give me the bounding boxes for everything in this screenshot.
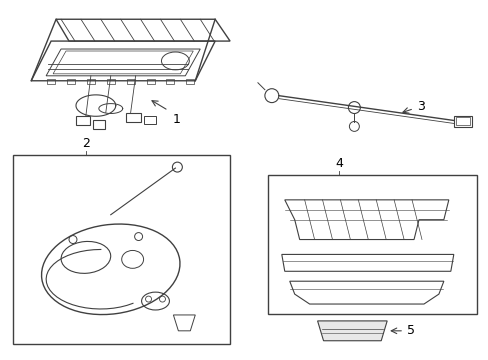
Bar bbox=[93, 121, 104, 129]
Bar bbox=[106, 79, 115, 84]
Polygon shape bbox=[317, 321, 386, 341]
Bar bbox=[143, 116, 155, 125]
Bar bbox=[126, 79, 134, 84]
Bar bbox=[146, 79, 154, 84]
Bar bbox=[125, 113, 141, 122]
Text: 1: 1 bbox=[172, 113, 180, 126]
Bar bbox=[267, 175, 476, 314]
Text: 5: 5 bbox=[406, 324, 414, 337]
Bar bbox=[453, 116, 471, 127]
Text: 2: 2 bbox=[82, 137, 90, 150]
Bar bbox=[87, 79, 95, 84]
Bar bbox=[47, 79, 55, 84]
Text: 4: 4 bbox=[335, 157, 343, 170]
Bar bbox=[166, 79, 174, 84]
Bar bbox=[13, 155, 230, 344]
Bar bbox=[67, 79, 75, 84]
Bar bbox=[76, 116, 90, 125]
Bar bbox=[455, 117, 469, 125]
Bar bbox=[186, 79, 194, 84]
Text: 3: 3 bbox=[416, 100, 424, 113]
